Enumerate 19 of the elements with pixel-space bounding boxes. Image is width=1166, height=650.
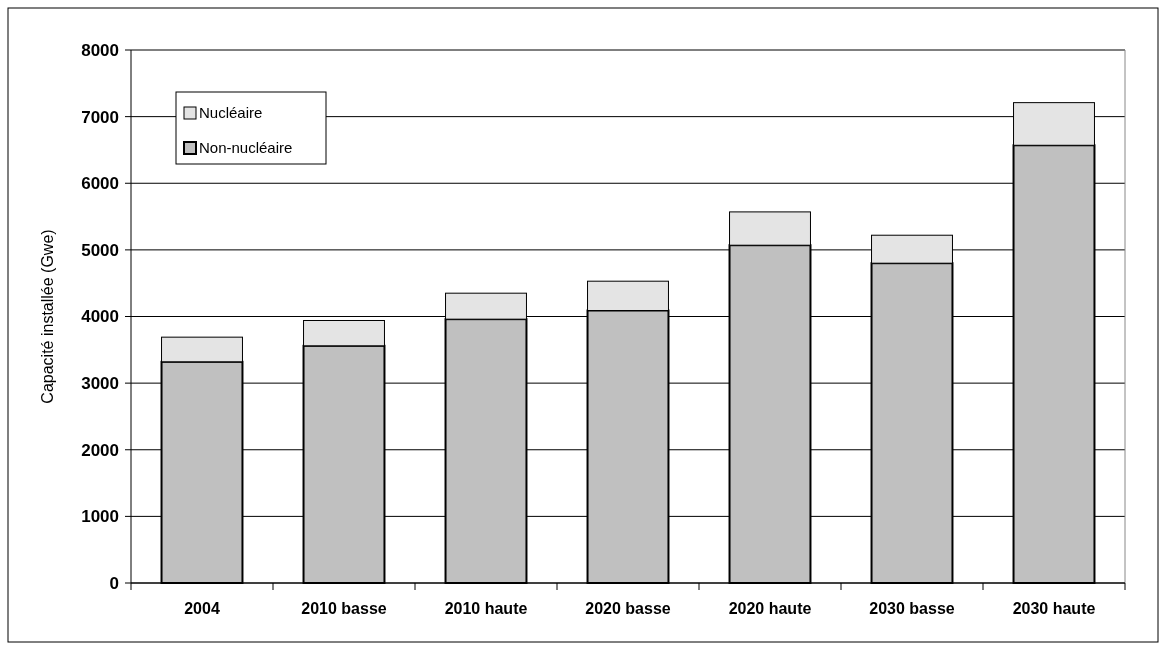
legend-label: Nucléaire [199, 104, 263, 122]
y-tick-label: 4000 [81, 307, 119, 327]
y-tick-label: 5000 [81, 240, 119, 260]
x-tick-label: 2004 [184, 600, 220, 617]
y-tick-label: 3000 [81, 374, 119, 394]
legend-label: Non-nucléaire [199, 139, 293, 157]
x-tick-label: 2010 haute [444, 600, 528, 617]
x-tick-label: 2010 basse [301, 600, 387, 617]
y-tick-label: 6000 [81, 174, 119, 194]
y-tick-label: 0 [109, 573, 119, 593]
y-axis-title: Capacité installée (Gwe) [39, 229, 56, 404]
x-tick-label: 2030 haute [1012, 600, 1096, 617]
x-tick-label: 2030 basse [869, 600, 955, 617]
y-tick-label: 8000 [81, 40, 119, 60]
y-tick-label: 2000 [81, 440, 119, 460]
x-tick-label: 2020 haute [728, 600, 812, 617]
y-tick-label: 1000 [81, 507, 119, 527]
y-tick-label: 7000 [81, 107, 119, 127]
x-tick-label: 2020 basse [585, 600, 671, 617]
